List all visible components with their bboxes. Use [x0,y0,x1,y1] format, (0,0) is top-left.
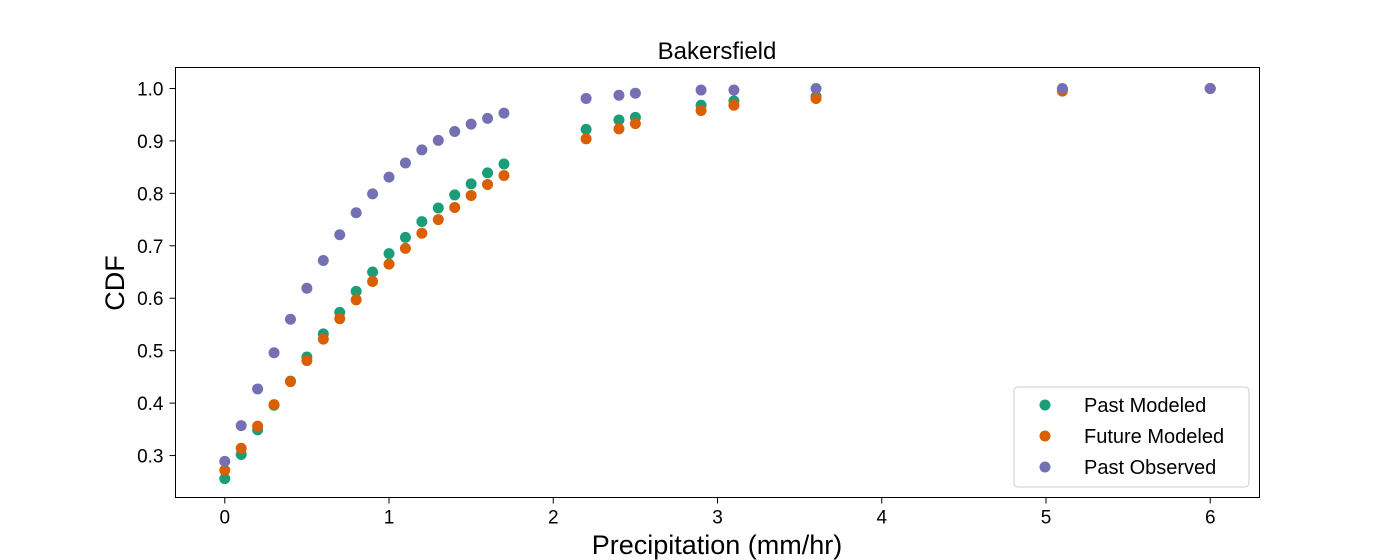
data-point [416,144,428,156]
data-point [268,347,280,359]
data-point [317,254,329,266]
data-point [317,333,329,345]
legend-marker [1039,461,1051,473]
data-point [1204,82,1216,94]
data-point [235,420,247,432]
data-point [252,383,264,395]
y-tick-label: 0.3 [137,447,163,468]
data-point [449,202,461,214]
data-point [252,420,264,432]
data-point [728,99,740,111]
x-tick-label: 2 [548,508,559,529]
legend-label: Future Modeled [1084,426,1224,448]
y-tick-label: 0.4 [137,394,164,415]
x-tick-label: 3 [712,508,723,529]
legend-label: Past Modeled [1084,395,1206,417]
data-point [613,89,625,101]
data-point [482,112,494,124]
y-axis-label: CDF [100,255,130,311]
y-tick-label: 0.8 [137,184,163,205]
data-point [629,118,641,130]
data-point [350,285,362,297]
data-point [399,242,411,254]
data-point [219,455,231,467]
data-point [498,107,510,119]
data-point [432,202,444,214]
x-tick-label: 1 [384,508,395,529]
data-point [268,399,280,411]
y-tick-label: 0.5 [137,342,163,363]
x-tick-label: 0 [219,508,230,529]
data-point [301,355,313,367]
legend-marker [1039,399,1051,411]
data-point [301,282,313,294]
data-point [284,376,296,388]
data-point [399,157,411,169]
data-point [334,313,346,325]
data-point [449,125,461,137]
data-point [482,178,494,190]
data-point [219,464,231,476]
data-point [383,171,395,183]
data-point [695,105,707,116]
data-point [284,313,296,325]
data-point [350,207,362,219]
y-axis: 0.3 0.4 0.5 0.6 0.7 0.8 0.9 1.0 [137,79,176,468]
y-tick-label: 0.9 [137,132,163,153]
series-past-observed [219,82,1216,467]
data-point [728,84,740,96]
legend-box [1013,386,1250,488]
x-tick-label: 5 [1041,508,1052,529]
data-point [695,84,707,96]
data-point [580,123,592,135]
data-point [580,92,592,104]
plot-frame [175,67,1260,498]
data-point [235,442,247,454]
x-axis: 0 1 2 3 4 5 6 [219,497,1216,529]
y-tick-label: 0.7 [137,237,163,258]
legend: Past Modeled Future Modeled Past Observed [1013,386,1250,488]
data-point [219,473,231,485]
data-point [810,92,822,104]
y-tick-label: 1.0 [137,79,163,100]
data-point [613,114,625,126]
data-point [432,134,444,146]
data-point [399,231,411,243]
data-point [465,189,477,201]
data-point [1056,82,1068,94]
data-point [416,227,428,239]
data-point [580,133,592,145]
chart-title: Bakersfield [658,38,777,65]
data-point [367,266,379,278]
data-point [465,118,477,130]
y-tick-label: 0.6 [137,289,163,310]
data-point [498,158,510,170]
data-point [613,123,625,135]
data-point [350,294,362,306]
data-point [498,170,510,182]
data-point [629,87,641,99]
legend-marker [1039,430,1051,442]
data-point [367,188,379,200]
legend-label: Past Observed [1084,457,1216,479]
data-point [482,167,494,179]
data-point [449,189,461,201]
data-point [367,275,379,287]
data-point [383,258,395,270]
data-point [810,82,822,94]
x-tick-label: 6 [1205,508,1216,529]
data-point [334,229,346,241]
data-point [416,216,428,228]
x-axis-label: Precipitation (mm/hr) [592,530,843,560]
data-point [432,214,444,226]
data-point [383,248,395,260]
data-point [465,178,477,190]
x-tick-label: 4 [876,508,887,529]
data-points [219,82,1216,485]
